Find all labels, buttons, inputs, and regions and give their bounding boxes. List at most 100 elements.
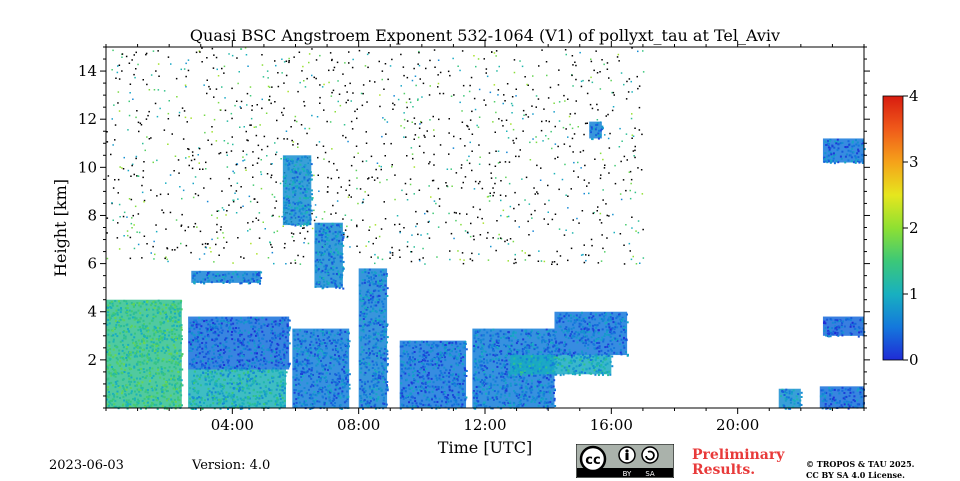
- heatmap-pixel: [441, 400, 443, 403]
- heatmap-pixel: [109, 372, 112, 375]
- heatmap-speckle: [122, 168, 125, 170]
- heatmap-pixel: [220, 332, 223, 334]
- heatmap-pixel: [118, 405, 121, 408]
- heatmap-pixel: [295, 405, 298, 408]
- heatmap-pixel: [383, 315, 386, 318]
- heatmap-pixel: [177, 378, 180, 381]
- heatmap-pixel: [242, 388, 245, 390]
- heatmap-pixel: [237, 339, 240, 342]
- heatmap-pixel: [297, 338, 300, 341]
- heatmap-speckle: [129, 257, 132, 260]
- heatmap-pixel: [368, 330, 371, 332]
- heatmap-pixel: [322, 277, 325, 280]
- heatmap-speckle: [246, 139, 248, 141]
- heatmap-pixel: [327, 389, 330, 392]
- heatmap-pixel: [244, 367, 247, 370]
- heatmap-pixel: [151, 389, 154, 392]
- heatmap-pixel: [295, 367, 298, 370]
- heatmap-speckle: [304, 237, 306, 240]
- heatmap-pixel: [265, 402, 268, 405]
- heatmap-pixel: [296, 353, 299, 355]
- heatmap-speckle: [137, 243, 140, 246]
- heatmap-speckle: [398, 223, 401, 225]
- heatmap-pixel: [117, 372, 120, 375]
- heatmap-pixel: [148, 308, 150, 311]
- heatmap-pixel: [372, 307, 375, 310]
- heatmap-speckle: [368, 52, 370, 54]
- heatmap-pixel: [382, 286, 385, 288]
- heatmap-speckle: [198, 147, 200, 149]
- heatmap-speckle: [573, 170, 575, 172]
- heatmap-speckle: [128, 100, 130, 103]
- heatmap-pixel: [315, 266, 318, 269]
- heatmap-speckle: [264, 228, 266, 230]
- heatmap-pixel: [346, 340, 349, 343]
- heatmap-speckle: [400, 85, 402, 87]
- heatmap-speckle: [217, 75, 220, 77]
- heatmap-pixel: [150, 302, 153, 305]
- heatmap-pixel: [283, 208, 286, 211]
- heatmap-pixel: [465, 375, 468, 377]
- heatmap-pixel: [235, 327, 237, 329]
- heatmap-speckle: [213, 118, 216, 121]
- heatmap-pixel: [332, 399, 334, 402]
- heatmap-pixel: [146, 389, 149, 391]
- heatmap-pixel: [298, 208, 301, 211]
- heatmap-pixel: [107, 377, 110, 380]
- heatmap-speckle: [473, 97, 476, 100]
- heatmap-speckle: [628, 242, 631, 245]
- heatmap-pixel: [309, 171, 312, 174]
- heatmap-speckle: [274, 101, 276, 103]
- heatmap-pixel: [323, 342, 326, 344]
- heatmap-pixel: [277, 376, 280, 378]
- heatmap-speckle: [364, 191, 366, 193]
- heatmap-pixel: [275, 351, 278, 354]
- heatmap-region: [106, 299, 184, 410]
- heatmap-pixel: [194, 273, 197, 275]
- heatmap-speckle: [422, 257, 424, 259]
- heatmap-speckle: [631, 216, 633, 218]
- heatmap-pixel: [241, 402, 244, 405]
- heatmap-pixel: [288, 342, 291, 345]
- heatmap-pixel: [368, 268, 371, 271]
- heatmap-pixel: [154, 301, 157, 304]
- heatmap-pixel: [107, 386, 110, 388]
- heatmap-speckle: [283, 138, 285, 140]
- heatmap-pixel: [199, 396, 202, 399]
- heatmap-speckle: [597, 109, 599, 111]
- heatmap-pixel: [445, 403, 448, 406]
- heatmap-pixel: [173, 376, 176, 379]
- heatmap-speckle: [543, 260, 546, 263]
- heatmap-pixel: [291, 177, 294, 179]
- heatmap-pixel: [244, 391, 247, 394]
- heatmap-pixel: [370, 271, 373, 274]
- heatmap-pixel: [171, 333, 174, 335]
- heatmap-speckle: [270, 174, 273, 176]
- heatmap-pixel: [309, 351, 312, 354]
- heatmap-pixel: [154, 331, 157, 334]
- heatmap-pixel: [370, 301, 373, 304]
- heatmap-pixel: [180, 328, 183, 331]
- heatmap-pixel: [342, 236, 345, 239]
- heatmap-speckle: [237, 82, 239, 85]
- heatmap-speckle: [212, 67, 215, 69]
- heatmap-pixel: [379, 387, 382, 390]
- heatmap-pixel: [306, 370, 309, 373]
- heatmap-pixel: [179, 368, 182, 371]
- heatmap-pixel: [198, 331, 201, 334]
- heatmap-pixel: [156, 384, 158, 387]
- heatmap-pixel: [328, 393, 331, 396]
- heatmap-pixel: [220, 390, 223, 393]
- heatmap-speckle: [577, 176, 579, 178]
- heatmap-pixel: [208, 271, 211, 273]
- heatmap-speckle: [127, 169, 130, 172]
- heatmap-pixel: [304, 340, 306, 343]
- heatmap-speckle: [533, 187, 535, 189]
- heatmap-speckle: [489, 91, 492, 94]
- heatmap-pixel: [215, 382, 218, 385]
- heatmap-pixel: [130, 351, 133, 354]
- heatmap-pixel: [328, 365, 331, 368]
- heatmap-speckle: [518, 203, 520, 206]
- heatmap-pixel: [237, 353, 240, 356]
- heatmap-speckle: [629, 197, 632, 200]
